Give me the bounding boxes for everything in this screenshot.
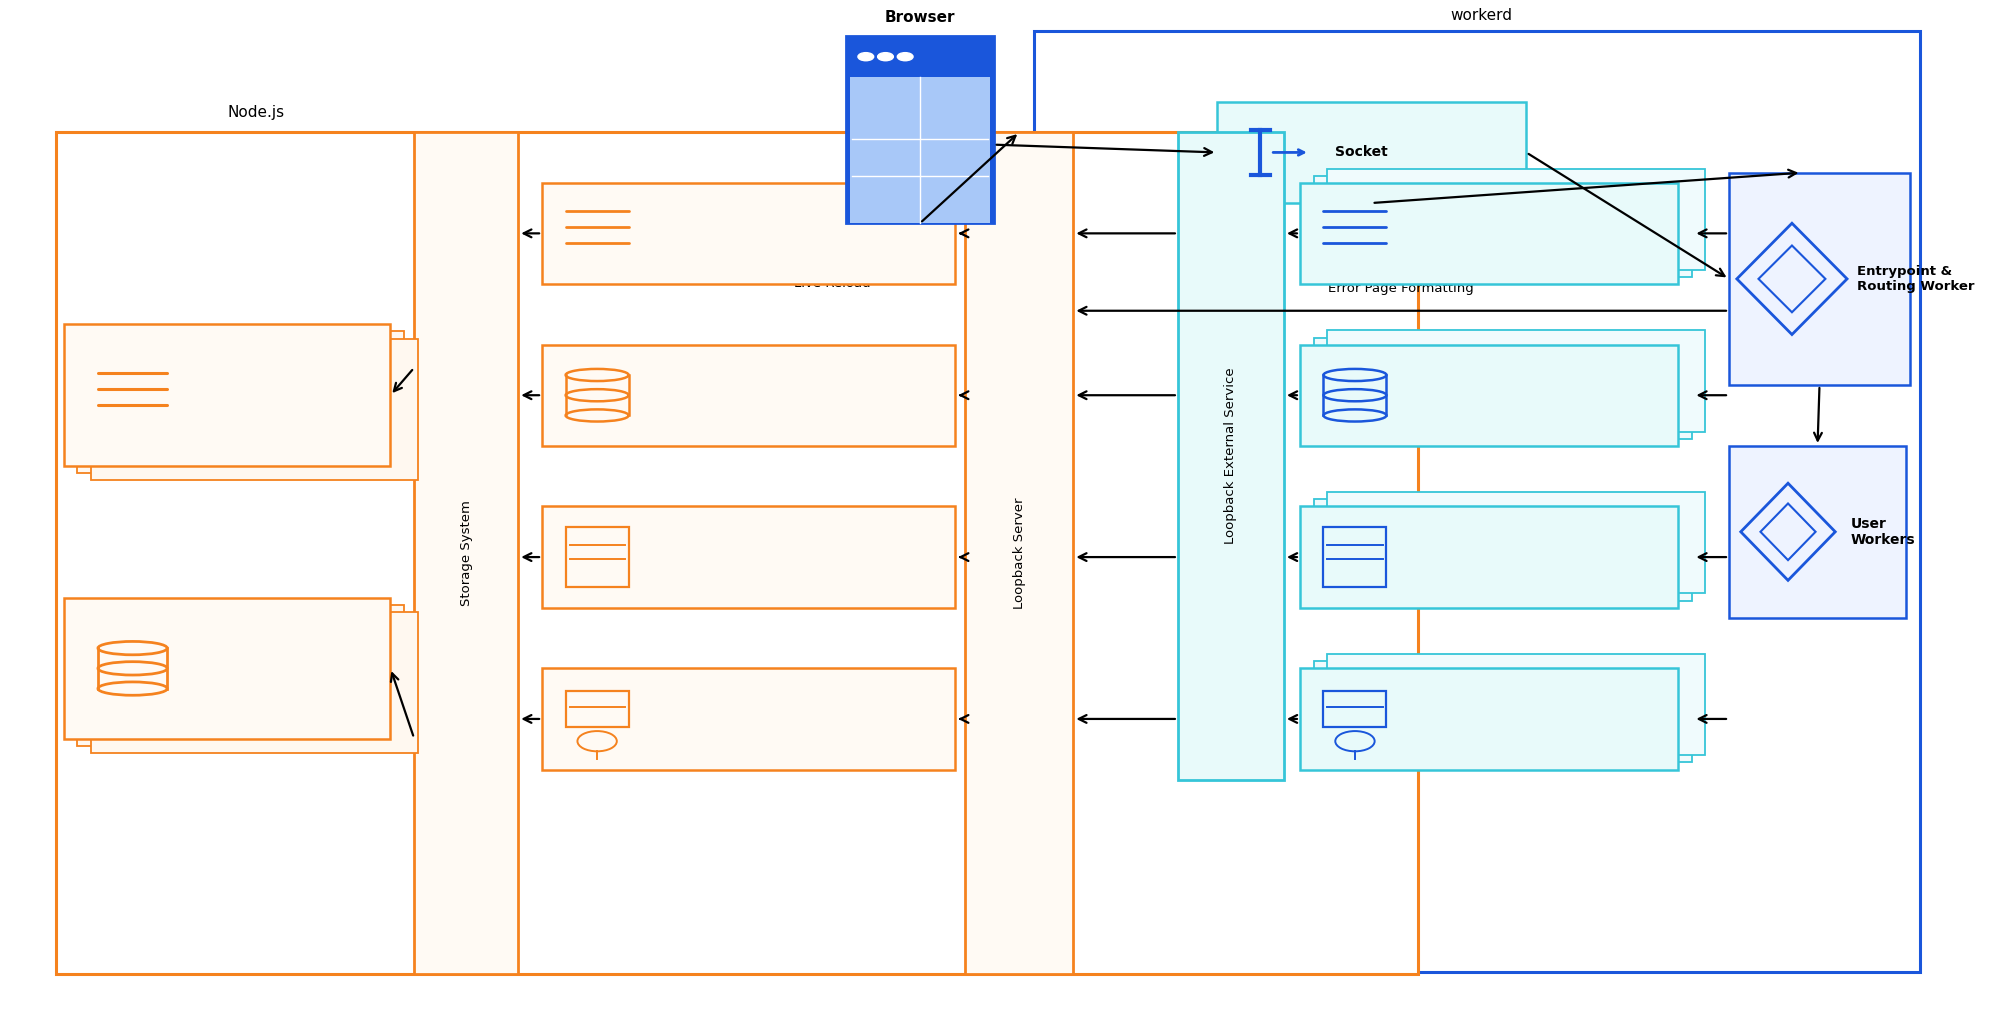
Bar <box>64 324 390 466</box>
Text: KV Simulator: KV Simulator <box>669 226 771 240</box>
Bar <box>1323 691 1387 727</box>
Text: KV Binding
Workers: KV Binding Workers <box>1433 218 1518 248</box>
Circle shape <box>897 53 913 61</box>
Bar <box>1327 168 1704 269</box>
Bar <box>1313 661 1690 763</box>
Bar <box>1299 669 1676 770</box>
Text: workerd: workerd <box>1449 8 1510 23</box>
Bar <box>541 344 955 446</box>
Text: R2 Simulator: R2 Simulator <box>669 388 771 402</box>
Bar <box>565 527 627 588</box>
Bar <box>1313 175 1690 277</box>
Bar <box>1728 446 1906 618</box>
Bar <box>541 182 955 284</box>
Text: Error Page Formatting: Error Page Formatting <box>1329 282 1473 295</box>
Bar <box>1323 527 1387 588</box>
Bar <box>1327 492 1704 594</box>
Text: Entrypoint &
Routing Worker: Entrypoint & Routing Worker <box>1856 264 1974 293</box>
Text: D1 Simulator: D1 Simulator <box>669 550 771 564</box>
Bar <box>78 331 404 473</box>
Bar <box>56 133 1417 973</box>
Text: R2 Binding
Workers: R2 Binding Workers <box>1433 380 1518 410</box>
Text: Loopback External Service: Loopback External Service <box>1225 368 1237 544</box>
Bar <box>1299 344 1676 446</box>
Bar <box>1177 133 1283 780</box>
Bar <box>1313 337 1690 439</box>
Circle shape <box>877 53 893 61</box>
Bar <box>845 36 993 77</box>
Text: Memory/Disk
Blob Stores: Memory/Disk Blob Stores <box>212 653 314 684</box>
Text: Live Reload: Live Reload <box>793 278 871 291</box>
Bar <box>849 77 989 223</box>
Text: Node.js: Node.js <box>228 105 284 121</box>
Circle shape <box>857 53 873 61</box>
Bar <box>1033 31 1918 971</box>
Text: Cache
Worker: Cache Worker <box>1433 704 1489 734</box>
Bar <box>92 338 418 480</box>
Text: Storage System: Storage System <box>460 500 472 606</box>
Bar <box>541 669 955 770</box>
Bar <box>64 598 390 739</box>
Text: Loopback Server: Loopback Server <box>1013 497 1025 609</box>
Text: Cache
Simulator: Cache Simulator <box>669 704 745 734</box>
Bar <box>1299 506 1676 608</box>
Bar <box>1217 102 1524 203</box>
Bar <box>78 605 404 747</box>
Bar <box>541 506 955 608</box>
Bar <box>845 36 993 223</box>
Bar <box>414 133 517 973</box>
Text: Browser: Browser <box>885 10 955 25</box>
Bar <box>92 612 418 754</box>
Bar <box>565 691 627 727</box>
Text: SQLite
Databases: SQLite Databases <box>212 380 294 410</box>
Bar <box>965 133 1073 973</box>
Text: User
Workers: User Workers <box>1850 517 1914 547</box>
Bar <box>1327 654 1704 756</box>
Bar <box>1313 499 1690 601</box>
Text: D1 Binding
Workers: D1 Binding Workers <box>1433 542 1518 572</box>
Text: Socket: Socket <box>1335 146 1387 159</box>
Bar <box>1327 330 1704 432</box>
Bar <box>1299 182 1676 284</box>
Bar <box>1728 172 1910 385</box>
